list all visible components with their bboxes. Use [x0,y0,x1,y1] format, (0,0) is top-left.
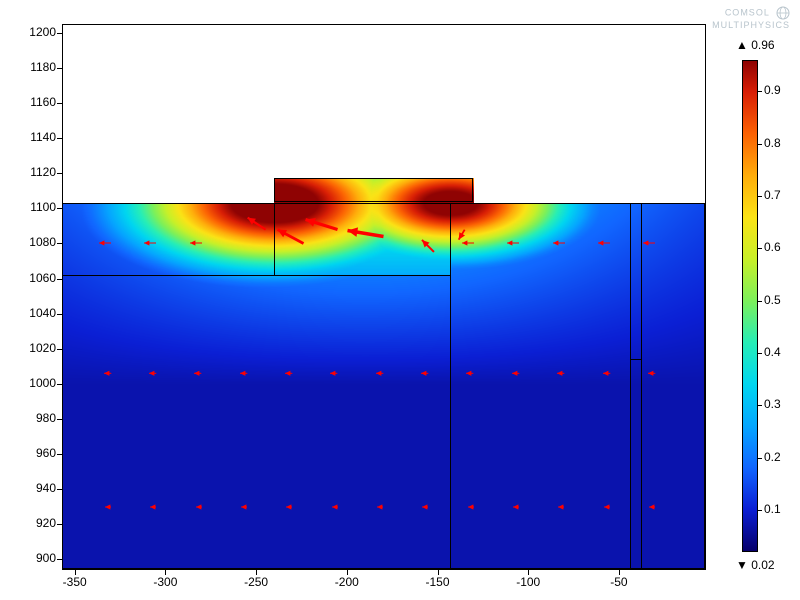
colorbar-tick-mark [758,144,762,145]
colorbar-tick-label: 0.5 [764,293,781,307]
colorbar-tick-label: 0.9 [764,83,781,97]
x-tick-label: -200 [327,575,367,589]
colorbar-tick-label: 0.8 [764,136,781,150]
y-tick-label: 1080 [16,235,56,249]
colorbar-tick-label: 0.2 [764,450,781,464]
y-tick-label: 1200 [16,25,56,39]
x-tick-label: -100 [508,575,548,589]
x-tick-mark [75,570,76,575]
colorbar [742,60,758,552]
colorbar-max-label: ▲ 0.96 [736,38,775,52]
x-tick-label: -350 [55,575,95,589]
x-tick-label: -150 [418,575,458,589]
colorbar-tick-mark [758,405,762,406]
x-tick-mark [619,570,620,575]
y-tick-label: 1180 [16,60,56,74]
x-tick-mark [165,570,166,575]
x-tick-label: -50 [599,575,639,589]
y-tick-label: 1140 [16,130,56,144]
colorbar-tick-mark [758,510,762,511]
colorbar-tick-label: 0.3 [764,397,781,411]
y-tick-label: 1020 [16,341,56,355]
brand-logo: COMSOL MULTIPHYSICS [712,6,790,30]
x-tick-label: -250 [236,575,276,589]
y-tick-label: 1100 [16,200,56,214]
plot-area [62,24,706,570]
globe-icon [776,6,790,20]
y-tick-label: 940 [16,481,56,495]
colorbar-tick-mark [758,196,762,197]
colorbar-tick-mark [758,353,762,354]
colorbar-tick-label: 0.6 [764,240,781,254]
colorbar-tick-mark [758,91,762,92]
y-tick-label: 900 [16,551,56,565]
x-tick-mark [256,570,257,575]
y-tick-label: 920 [16,516,56,530]
colorbar-tick-mark [758,458,762,459]
colorbar-tick-label: 0.4 [764,345,781,359]
colorbar-tick-label: 0.7 [764,188,781,202]
y-tick-label: 1040 [16,306,56,320]
y-tick-label: 1060 [16,271,56,285]
y-tick-label: 980 [16,411,56,425]
y-tick-label: 1160 [16,95,56,109]
y-tick-label: 960 [16,446,56,460]
colorbar-tick-mark [758,301,762,302]
y-tick-label: 1120 [16,165,56,179]
colorbar-tick-label: 0.1 [764,502,781,516]
x-tick-mark [438,570,439,575]
x-tick-label: -300 [145,575,185,589]
y-tick-label: 1000 [16,376,56,390]
colorbar-tick-mark [758,248,762,249]
colorbar-min-label: ▼ 0.02 [736,558,775,572]
x-tick-mark [528,570,529,575]
x-tick-mark [347,570,348,575]
logo-line2: MULTIPHYSICS [712,20,790,30]
logo-line1: COMSOL [725,7,770,17]
